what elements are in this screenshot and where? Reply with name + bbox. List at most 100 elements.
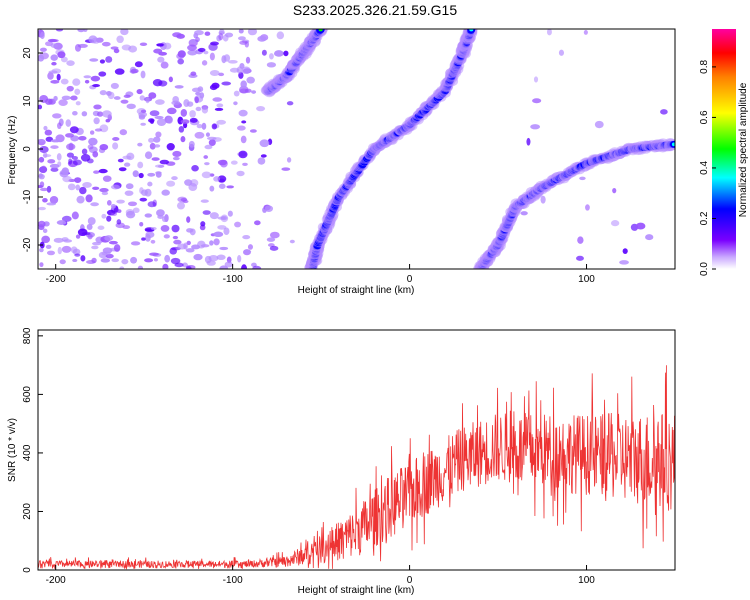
heatmap-cell <box>47 72 54 80</box>
heatmap-cell <box>154 144 161 148</box>
heatmap-cell <box>622 248 628 254</box>
heatmap-cell <box>75 184 81 191</box>
heatmap-cell <box>39 145 49 154</box>
heatmap-cell <box>48 98 56 105</box>
heatmap-cell <box>39 47 47 52</box>
heatmap-cell <box>139 221 144 227</box>
heatmap-cell <box>213 231 224 238</box>
heatmap-cell <box>141 237 146 241</box>
heatmap-cell <box>125 210 136 219</box>
heatmap-cell <box>116 199 125 204</box>
heatmap-cell <box>224 261 233 268</box>
heatmap-cell <box>65 119 72 127</box>
heatmap-cell <box>66 152 75 158</box>
heatmap-cell <box>87 233 93 240</box>
heatmap-cell <box>149 252 159 256</box>
heatmap-cell <box>137 142 143 147</box>
heatmap-cell <box>134 61 143 68</box>
heatmap-cell <box>218 72 225 77</box>
heatmap-cell <box>147 201 157 208</box>
heatmap-cell <box>239 85 249 94</box>
heatmap-cell <box>99 90 107 96</box>
heatmap-cell <box>162 263 169 269</box>
heatmap-cell <box>205 132 210 137</box>
heatmap-cell <box>139 187 144 194</box>
heatmap-cell <box>38 184 44 189</box>
heatmap-cell <box>579 176 586 181</box>
heatmap-cell <box>38 173 43 178</box>
heatmap-cell <box>219 159 228 168</box>
heatmap-cell <box>92 151 99 158</box>
heatmap-cell <box>191 165 199 172</box>
heatmap-cell <box>38 220 46 228</box>
heatmap-cell <box>180 108 188 117</box>
heatmap-cell <box>178 126 185 133</box>
heatmap-cell <box>214 107 224 111</box>
heatmap-cell <box>247 244 253 250</box>
heatmap-cell <box>130 256 138 264</box>
heatmap-cell <box>209 212 219 220</box>
heatmap-cell <box>195 37 200 42</box>
heatmap-cell <box>619 260 629 265</box>
heatmap-cell <box>59 259 66 265</box>
heatmap-cell <box>111 258 119 263</box>
snr-x-tick-label: 0 <box>407 575 413 586</box>
heatmap-cell <box>286 157 292 163</box>
heatmap-cell <box>77 43 88 48</box>
heatmap-cell <box>230 160 238 165</box>
heatmap-cell <box>237 255 242 263</box>
heatmap-cell <box>119 266 125 269</box>
heatmap-cell <box>57 246 62 255</box>
snr-x-axis-label: Height of straight line (km) <box>298 585 415 596</box>
colorbar-tick-label: 0.4 <box>699 161 710 175</box>
heatmap-cell <box>257 157 266 165</box>
heatmap-cell <box>101 191 109 196</box>
heatmap-cell <box>77 228 88 237</box>
heatmap-x-tick-label: -200 <box>46 274 66 285</box>
chart-title: S233.2025.326.21.59.G15 <box>292 2 458 18</box>
heatmap-cell <box>60 78 69 85</box>
heatmap-cell <box>125 183 134 190</box>
heatmap-cell <box>98 168 108 174</box>
heatmap-cell <box>106 200 112 206</box>
heatmap-cell <box>594 120 604 129</box>
heatmap-cell <box>180 197 188 202</box>
heatmap-cell <box>51 68 62 74</box>
heatmap-cell <box>81 148 88 155</box>
heatmap-cell <box>209 52 215 61</box>
heatmap-cell <box>97 111 104 117</box>
heatmap-cell <box>221 81 232 86</box>
heatmap-cell <box>51 61 57 66</box>
heatmap-cell <box>185 248 195 253</box>
heatmap-cell <box>84 79 90 84</box>
heatmap-cell <box>180 119 190 125</box>
heatmap-cell <box>110 46 119 50</box>
heatmap-cell <box>213 176 221 182</box>
heatmap-cell <box>153 258 158 262</box>
heatmap-cell <box>50 54 58 61</box>
heatmap-cell <box>254 220 261 226</box>
heatmap-cell <box>222 34 229 42</box>
heatmap-cell <box>88 137 98 146</box>
heatmap-cell <box>139 42 148 46</box>
heatmap-cell <box>251 90 257 94</box>
heatmap-cell <box>61 215 72 222</box>
heatmap-cell <box>209 69 220 77</box>
heatmap-cell <box>39 262 44 268</box>
heatmap-cell <box>62 175 72 183</box>
heatmap-cell <box>132 170 139 178</box>
heatmap-cell <box>233 90 240 97</box>
series-line-snr <box>38 365 675 570</box>
heatmap-cell <box>197 240 206 249</box>
heatmap-cell <box>47 38 58 43</box>
heatmap-cell <box>269 231 280 239</box>
heatmap-cell <box>148 137 155 143</box>
heatmap-cell <box>249 129 257 133</box>
heatmap-cell <box>76 195 85 204</box>
heatmap-cell <box>238 150 248 159</box>
snr-y-tick-label: 800 <box>22 327 33 344</box>
heatmap-cell <box>50 43 58 49</box>
heatmap-y-tick-label: 20 <box>22 47 33 59</box>
heatmap-cell <box>145 96 150 104</box>
